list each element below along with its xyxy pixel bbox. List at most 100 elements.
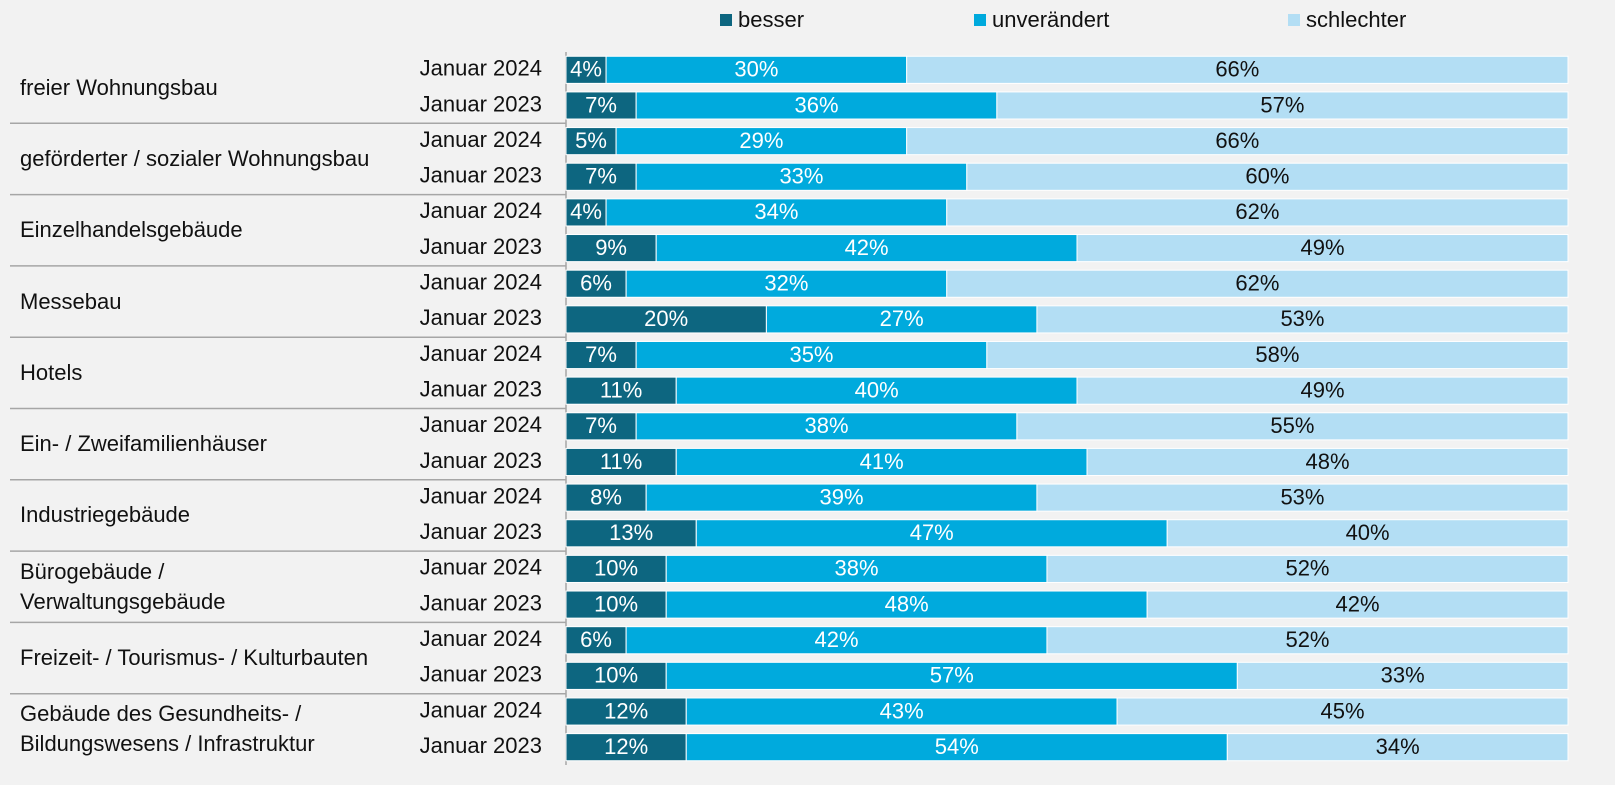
data-label: 10% [594,591,638,616]
data-label: 36% [794,92,838,117]
data-label: 9% [595,235,627,260]
bar-segment [665,590,1148,619]
bar-segment [565,661,667,690]
data-label: 30% [734,57,778,82]
data-label: 12% [604,698,648,723]
row-label: Januar 2023 [420,234,542,259]
bar-segment [565,340,637,370]
data-label: 49% [1300,377,1344,402]
bar-segment [1016,412,1569,441]
row-label: Januar 2023 [420,448,542,473]
data-label: 33% [1381,663,1425,688]
group-label: freier Wohnungsbau [20,74,218,100]
bar-segment [625,626,1048,655]
data-label: 55% [1270,413,1314,438]
bar-segment [565,376,677,405]
data-label: 52% [1285,556,1329,581]
bar-segment [565,697,687,726]
bar-segment [635,340,988,370]
data-label: 53% [1280,484,1324,509]
data-label: 34% [754,199,798,224]
row-label: Januar 2024 [420,56,542,81]
row-label: Januar 2024 [420,127,542,152]
bar-segment [1166,519,1569,548]
bar-segment [765,305,1038,334]
data-label: 33% [779,164,823,189]
row-label: Januar 2024 [420,412,542,437]
data-label: 57% [1260,92,1304,117]
data-label: 7% [585,342,617,367]
bar-segment [675,376,1078,405]
bar-segment [665,661,1238,690]
bar-segment [685,697,1118,726]
group-label: Industriegebäude [20,502,191,528]
group-label: Gebäude des Gesundheits- / Bildungswesen… [20,701,315,757]
data-label: 7% [585,164,617,189]
bar-segment [1146,590,1569,619]
data-label: 12% [604,734,648,759]
row-label: Januar 2024 [420,341,542,366]
bar-segment [665,554,1048,583]
data-label: 7% [585,413,617,438]
row-label: Januar 2024 [420,555,542,580]
data-label: 47% [910,520,954,545]
row-label: Januar 2023 [420,163,542,188]
bar-segment [1116,697,1569,726]
legend-swatch [720,14,732,26]
bar-segment [625,269,948,298]
data-label: 53% [1280,306,1324,331]
data-label: 34% [1376,734,1420,759]
data-label: 11% [600,449,642,474]
bar-segment [635,162,968,191]
bar-segment [645,483,1038,512]
bar-segment [565,127,617,156]
data-label: 38% [804,413,848,438]
bar-segment [1236,661,1569,690]
data-label: 11% [600,377,642,402]
row-label: Januar 2024 [420,483,542,508]
bar-segment [1046,626,1569,655]
bar-segment [565,590,667,619]
bar-segment [655,234,1078,263]
data-label: 54% [935,734,979,759]
data-label: 62% [1235,271,1279,296]
group-label: geförderter / sozialer Wohnungsbau [20,145,370,171]
data-label: 49% [1300,235,1344,260]
data-label: 7% [585,92,617,117]
data-label: 5% [575,128,607,153]
data-label: 10% [594,556,638,581]
data-label: 13% [609,520,653,545]
row-label: Januar 2023 [420,662,542,687]
row-label: Januar 2023 [420,519,542,544]
bar-segment [565,733,687,762]
data-label: 27% [880,306,924,331]
data-label: 29% [739,128,783,153]
data-label: 32% [764,271,808,296]
bar-segment [675,447,1088,477]
bar-segment [906,55,1569,84]
data-label: 39% [820,484,864,509]
bar-segment [986,340,1569,370]
bar-segment [565,91,637,120]
bar-segment [695,519,1168,548]
data-label: 35% [789,342,833,367]
bar-segment [1076,234,1569,263]
row-label: Januar 2023 [420,305,542,330]
group-label: Ein- / Zweifamilienhäuser [20,431,267,457]
legend-label: schlechter [1306,7,1406,32]
bar-segment [565,269,627,298]
data-label: 48% [885,591,929,616]
data-label: 6% [580,271,612,296]
data-label: 42% [815,627,859,652]
bar-segment [946,269,1569,298]
bar-segment [1226,733,1569,762]
group-label: Freizeit- / Tourismus- / Kulturbauten [20,645,369,671]
data-label: 57% [930,663,974,688]
group-label: Messebau [20,288,122,314]
bar-segment [615,127,908,156]
data-label: 58% [1255,342,1299,367]
data-label: 4% [570,57,602,82]
bar-segment [635,91,998,120]
